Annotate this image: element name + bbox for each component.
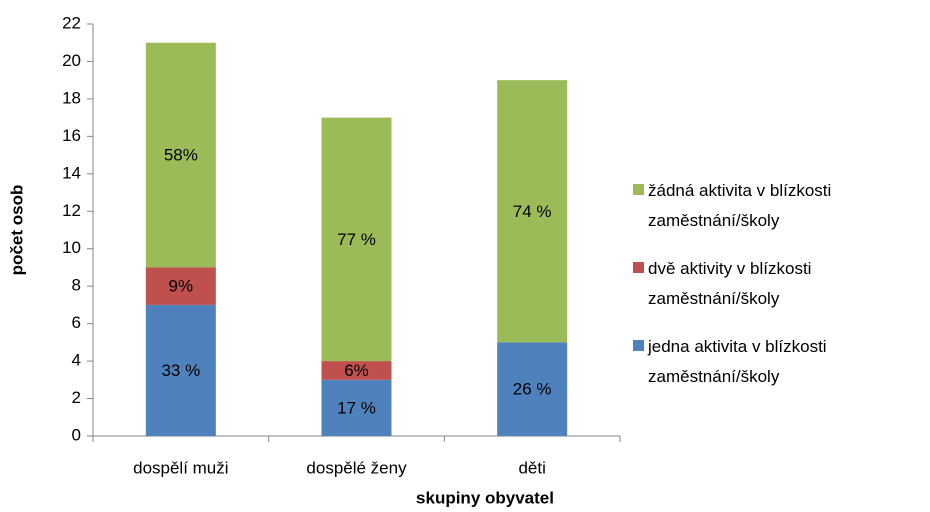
legend-swatch bbox=[633, 184, 644, 195]
y-tick-label: 20 bbox=[62, 51, 81, 70]
y-tick-label: 8 bbox=[72, 276, 81, 295]
x-tick-label: dospělí muži bbox=[133, 458, 228, 477]
x-tick-label: děti bbox=[518, 458, 545, 477]
bar-segment bbox=[321, 117, 392, 362]
y-tick-label: 14 bbox=[62, 163, 81, 182]
y-tick-label: 22 bbox=[62, 13, 81, 32]
data-label: 6% bbox=[344, 361, 369, 380]
y-tick-label: 0 bbox=[72, 425, 81, 444]
legend-label: žádná aktivita v blízkosti zaměstnání/šk… bbox=[648, 181, 832, 230]
legend-label: jedna aktivita v blízkosti zaměstnání/šk… bbox=[648, 337, 827, 386]
y-tick-label: 2 bbox=[72, 388, 81, 407]
y-tick-label: 16 bbox=[62, 126, 81, 145]
bar-segment bbox=[321, 379, 392, 436]
legend-swatch bbox=[633, 262, 644, 273]
x-tick-label: dospělé ženy bbox=[306, 458, 407, 477]
data-label: 17 % bbox=[337, 398, 376, 417]
legend-swatch bbox=[633, 340, 644, 351]
data-label: 9% bbox=[169, 277, 194, 296]
bar-segment bbox=[145, 42, 216, 268]
bar-segment bbox=[145, 267, 216, 305]
data-label: 58% bbox=[164, 146, 198, 165]
y-tick-label: 10 bbox=[62, 238, 81, 257]
y-tick-label: 18 bbox=[62, 88, 81, 107]
bar-segment bbox=[497, 80, 568, 343]
y-tick-label: 6 bbox=[72, 313, 81, 332]
legend-label: dvě aktivity v blízkosti zaměstnání/škol… bbox=[648, 259, 812, 308]
data-label: 74 % bbox=[513, 202, 552, 221]
data-label: 77 % bbox=[337, 230, 376, 249]
data-label: 33 % bbox=[161, 361, 200, 380]
data-label: 26 % bbox=[513, 380, 552, 399]
y-tick-label: 4 bbox=[72, 351, 81, 370]
bar-segment bbox=[321, 361, 392, 380]
y-axis-title: počet osob bbox=[7, 185, 26, 276]
bar-segment bbox=[145, 304, 216, 436]
bar-segment bbox=[497, 342, 568, 436]
y-tick-label: 12 bbox=[62, 201, 81, 220]
x-axis-title: skupiny obyvatel bbox=[416, 488, 554, 507]
